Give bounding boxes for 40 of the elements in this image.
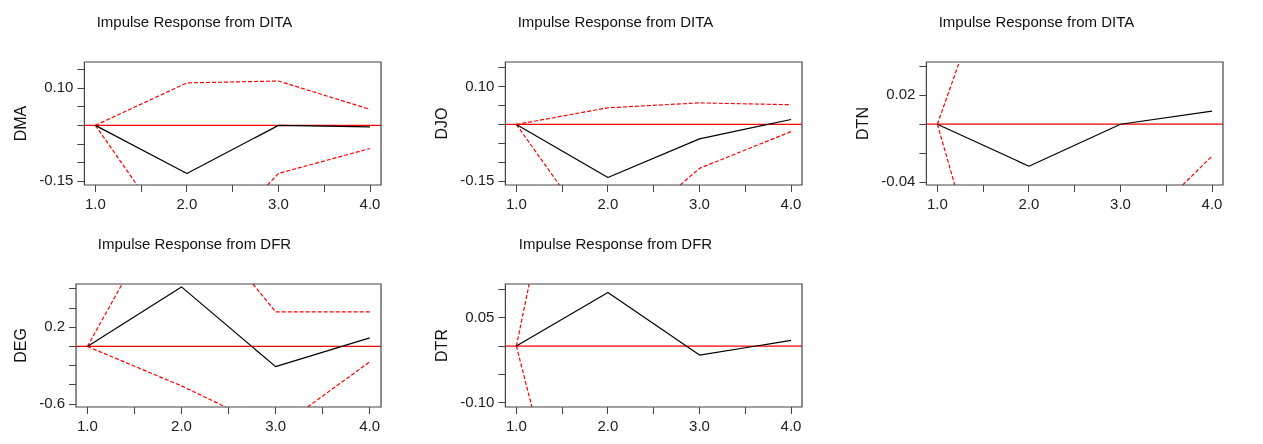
- y-tick-label: -0.15: [39, 171, 74, 189]
- y-tick-label: -0.15: [460, 171, 495, 189]
- chart-title: Impulse Response from DITA: [517, 13, 714, 31]
- x-tick-label: 1.0: [926, 195, 948, 213]
- x-tick-label: 4.0: [359, 195, 381, 213]
- x-tick-label: 2.0: [597, 195, 619, 213]
- y-tick-label: 0.02: [886, 85, 916, 103]
- x-tick-label: 1.0: [84, 195, 106, 213]
- y-axis-title: DTN: [854, 107, 872, 140]
- x-tick-label: 1.0: [505, 195, 527, 213]
- y-tick-label: 0.05: [465, 307, 495, 325]
- x-tick-label: 3.0: [265, 417, 287, 435]
- y-axis-title: DTR: [433, 329, 451, 362]
- x-tick-label: 2.0: [597, 417, 619, 435]
- x-tick-label: 2.0: [1018, 195, 1040, 213]
- chart-title: Impulse Response from DITA: [938, 13, 1135, 31]
- chart-title: Impulse Response from DFR: [518, 235, 713, 253]
- y-tick-label: -0.10: [460, 392, 495, 410]
- x-tick-label: 4.0: [1201, 195, 1223, 213]
- y-axis-title: DEG: [12, 328, 30, 363]
- x-tick-label: 3.0: [1110, 195, 1131, 213]
- x-tick-label: 3.0: [268, 195, 289, 213]
- x-tick-label: 1.0: [76, 417, 98, 435]
- x-tick-label: 4.0: [359, 417, 381, 435]
- y-tick-label: -0.04: [881, 172, 916, 190]
- x-tick-label: 2.0: [176, 195, 198, 213]
- x-tick-label: 1.0: [505, 417, 527, 435]
- y-tick-label: 0.10: [44, 78, 74, 96]
- x-tick-label: 3.0: [689, 195, 710, 213]
- x-tick-label: 4.0: [780, 417, 802, 435]
- y-tick-label: -0.6: [39, 394, 66, 412]
- y-axis-title: DMA: [12, 105, 30, 142]
- y-axis-title: DJO: [433, 107, 451, 140]
- y-tick-label: 0.10: [465, 76, 495, 94]
- x-tick-label: 2.0: [171, 417, 192, 435]
- chart-title: Impulse Response from DFR: [97, 235, 292, 253]
- y-tick-label: 0.2: [44, 317, 66, 335]
- x-tick-label: 4.0: [780, 195, 802, 213]
- chart-title: Impulse Response from DITA: [96, 13, 293, 31]
- x-tick-label: 3.0: [689, 417, 710, 435]
